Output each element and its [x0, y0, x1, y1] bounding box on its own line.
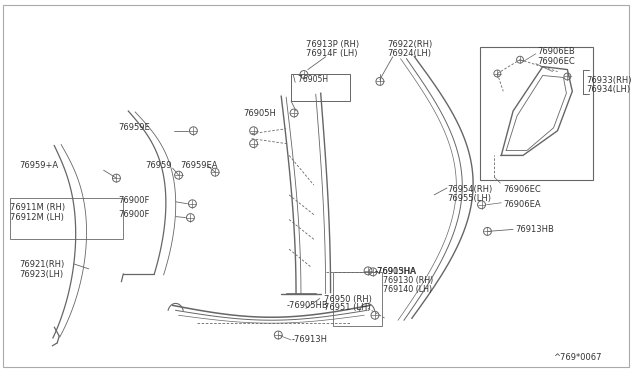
Text: 76921(RH): 76921(RH)	[20, 260, 65, 269]
Text: 76959: 76959	[145, 161, 172, 170]
Text: 76934(LH): 76934(LH)	[586, 85, 630, 94]
Text: 76959+A: 76959+A	[20, 161, 59, 170]
Text: 76905H: 76905H	[244, 109, 276, 118]
Text: 76900F: 76900F	[118, 210, 150, 219]
Text: ^769*0067: ^769*0067	[554, 353, 602, 362]
Text: 76959E: 76959E	[118, 123, 150, 132]
Text: 76950 (RH): 76950 (RH)	[324, 295, 372, 304]
Text: 76923(LH): 76923(LH)	[20, 270, 64, 279]
Text: \ 76905H: \ 76905H	[293, 74, 328, 83]
Text: -76913H: -76913H	[292, 335, 328, 344]
Text: 769130 (RH): 769130 (RH)	[383, 276, 433, 285]
Text: 76959EA: 76959EA	[180, 161, 218, 170]
Text: 76906EA: 76906EA	[503, 200, 541, 209]
Text: 76911M (RH): 76911M (RH)	[10, 203, 65, 212]
Text: 76906EB: 76906EB	[538, 47, 575, 56]
Bar	[479, 47, 593, 180]
Text: 76912M (LH): 76912M (LH)	[10, 213, 64, 222]
Text: 76954(RH): 76954(RH)	[447, 185, 492, 194]
Text: 769140 (LH): 769140 (LH)	[383, 285, 432, 294]
Text: 76955(LH): 76955(LH)	[447, 194, 491, 203]
Text: 76913P (RH): 76913P (RH)	[306, 40, 359, 49]
Bar	[333, 272, 382, 326]
Bar	[10, 198, 124, 239]
Text: 76924(LH): 76924(LH)	[387, 49, 431, 58]
Text: -76905HB: -76905HB	[286, 301, 328, 311]
Text: -76913HA: -76913HA	[375, 267, 417, 276]
Text: 76913HB: 76913HB	[515, 225, 554, 234]
Bar	[291, 74, 350, 101]
Text: 76914F (LH): 76914F (LH)	[306, 49, 357, 58]
Text: 76951 (LH): 76951 (LH)	[324, 304, 371, 312]
Text: 76906EC: 76906EC	[538, 57, 575, 66]
Text: 76900F: 76900F	[118, 196, 150, 205]
Text: 76906EC: 76906EC	[503, 185, 541, 194]
Text: -76905HA: -76905HA	[375, 267, 417, 276]
Text: 76922(RH): 76922(RH)	[387, 40, 432, 49]
Text: 76933(RH): 76933(RH)	[586, 77, 632, 86]
